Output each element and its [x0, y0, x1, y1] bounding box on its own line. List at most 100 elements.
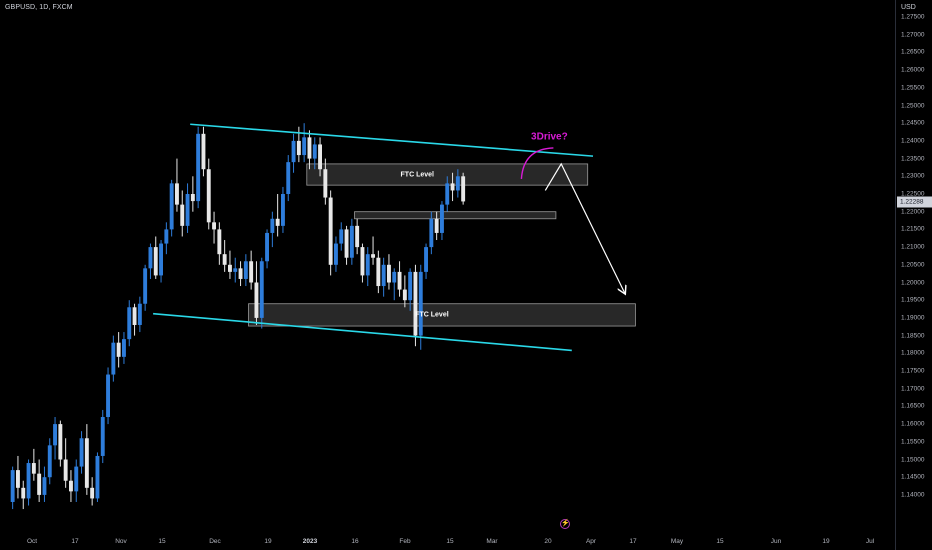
candle-body	[381, 264, 386, 287]
price-tick: 1.14500	[901, 473, 925, 481]
candle-body	[148, 247, 153, 269]
price-tick: 1.18000	[901, 349, 925, 357]
candle-body	[26, 463, 31, 499]
candle-body	[132, 307, 137, 325]
three-drive-label: 3Drive?	[531, 131, 568, 143]
ftc-zone-1	[354, 211, 557, 220]
time-tick: Mar	[486, 538, 498, 545]
price-tick: 1.26500	[901, 48, 925, 56]
candle-body	[122, 339, 126, 357]
price-tick: 1.16000	[901, 420, 925, 428]
candle-body	[243, 261, 248, 279]
candle-body	[222, 254, 227, 265]
trendline-lower	[153, 312, 572, 352]
price-tick: 1.22500	[901, 190, 925, 198]
price-tick: 1.19500	[901, 296, 925, 304]
price-tick: 1.24000	[901, 137, 925, 145]
price-tick: 1.25000	[901, 102, 925, 109]
candle-body	[445, 183, 450, 205]
candle-body	[365, 254, 370, 276]
candle-body	[185, 194, 190, 226]
candle-body	[69, 480, 73, 492]
candle-body	[392, 271, 397, 283]
time-tick: Oct	[26, 538, 38, 545]
candle-body	[90, 487, 95, 499]
candle-body	[31, 463, 36, 474]
candle-body	[153, 247, 158, 276]
candle-body	[164, 229, 169, 244]
price-tick: 1.24500	[901, 119, 925, 127]
price-tick: 1.17000	[901, 385, 925, 393]
price-tick: 1.21500	[901, 225, 925, 233]
candle-body	[143, 268, 148, 304]
candle-body	[450, 183, 455, 191]
price-tick: 1.21000	[901, 243, 925, 251]
candle-body	[111, 342, 116, 375]
price-tick: 1.19000	[901, 314, 925, 322]
price-tick: 1.20000	[901, 279, 925, 286]
candle-body	[418, 271, 423, 336]
candle-body	[47, 445, 52, 478]
candle-body	[37, 473, 42, 495]
candle-body	[434, 218, 439, 233]
candle-body	[63, 459, 68, 481]
candle-body	[100, 417, 105, 456]
candle-body	[137, 303, 142, 325]
candle-body	[190, 194, 195, 202]
price-tick: 1.22000	[901, 208, 925, 216]
candle-body	[371, 254, 375, 258]
candle-body	[302, 137, 307, 156]
candle-body	[376, 257, 381, 287]
ftc-zone-2	[248, 303, 636, 327]
candle-body	[349, 225, 354, 258]
candle-body	[10, 470, 15, 502]
candle-body	[281, 194, 285, 226]
candle-body	[296, 140, 301, 156]
candle-body	[270, 218, 275, 233]
projection-arrow	[544, 162, 625, 293]
candle-body	[360, 247, 365, 276]
candle-body	[127, 307, 132, 340]
candle-body	[206, 169, 211, 223]
candle-body	[95, 455, 100, 499]
candle-body	[461, 176, 466, 202]
candle-body	[169, 183, 174, 230]
candle-body	[312, 144, 317, 159]
candle-body	[53, 424, 57, 446]
candle-body	[429, 218, 434, 248]
time-tick: Jul	[865, 538, 875, 545]
candle-body	[387, 264, 391, 283]
candle-body	[212, 222, 216, 230]
time-tick: 15	[158, 538, 166, 545]
candle-body	[84, 438, 89, 488]
event-bolt-icon[interactable]: ⚡	[560, 519, 570, 529]
time-tick: 19	[822, 538, 830, 545]
candle-body	[196, 133, 201, 202]
time-tick: 17	[629, 538, 637, 545]
price-tick: 1.23500	[901, 155, 925, 163]
time-tick: Jun	[770, 538, 782, 545]
last-price-badge: 1.22288	[897, 196, 932, 207]
candle-body	[265, 232, 269, 262]
candle-body	[58, 424, 63, 460]
time-tick: 20	[544, 538, 552, 545]
candle-body	[201, 133, 206, 170]
candle-body	[275, 218, 280, 226]
candle-body	[16, 470, 20, 488]
candle-body	[440, 204, 444, 233]
price-tick: 1.14000	[901, 491, 925, 499]
candle-body	[455, 176, 460, 191]
time-tick: 19	[264, 538, 272, 545]
price-tick: 1.23000	[901, 172, 925, 180]
price-tick: 1.20500	[901, 261, 925, 269]
price-tick: 1.15500	[901, 438, 925, 446]
candle-body	[344, 229, 349, 258]
time-tick: 17	[71, 538, 79, 545]
currency-label: USD	[901, 4, 916, 11]
candle-body	[339, 229, 344, 244]
time-tick: Nov	[115, 538, 127, 545]
candle-body	[228, 264, 232, 272]
price-axis-divider	[895, 0, 896, 550]
